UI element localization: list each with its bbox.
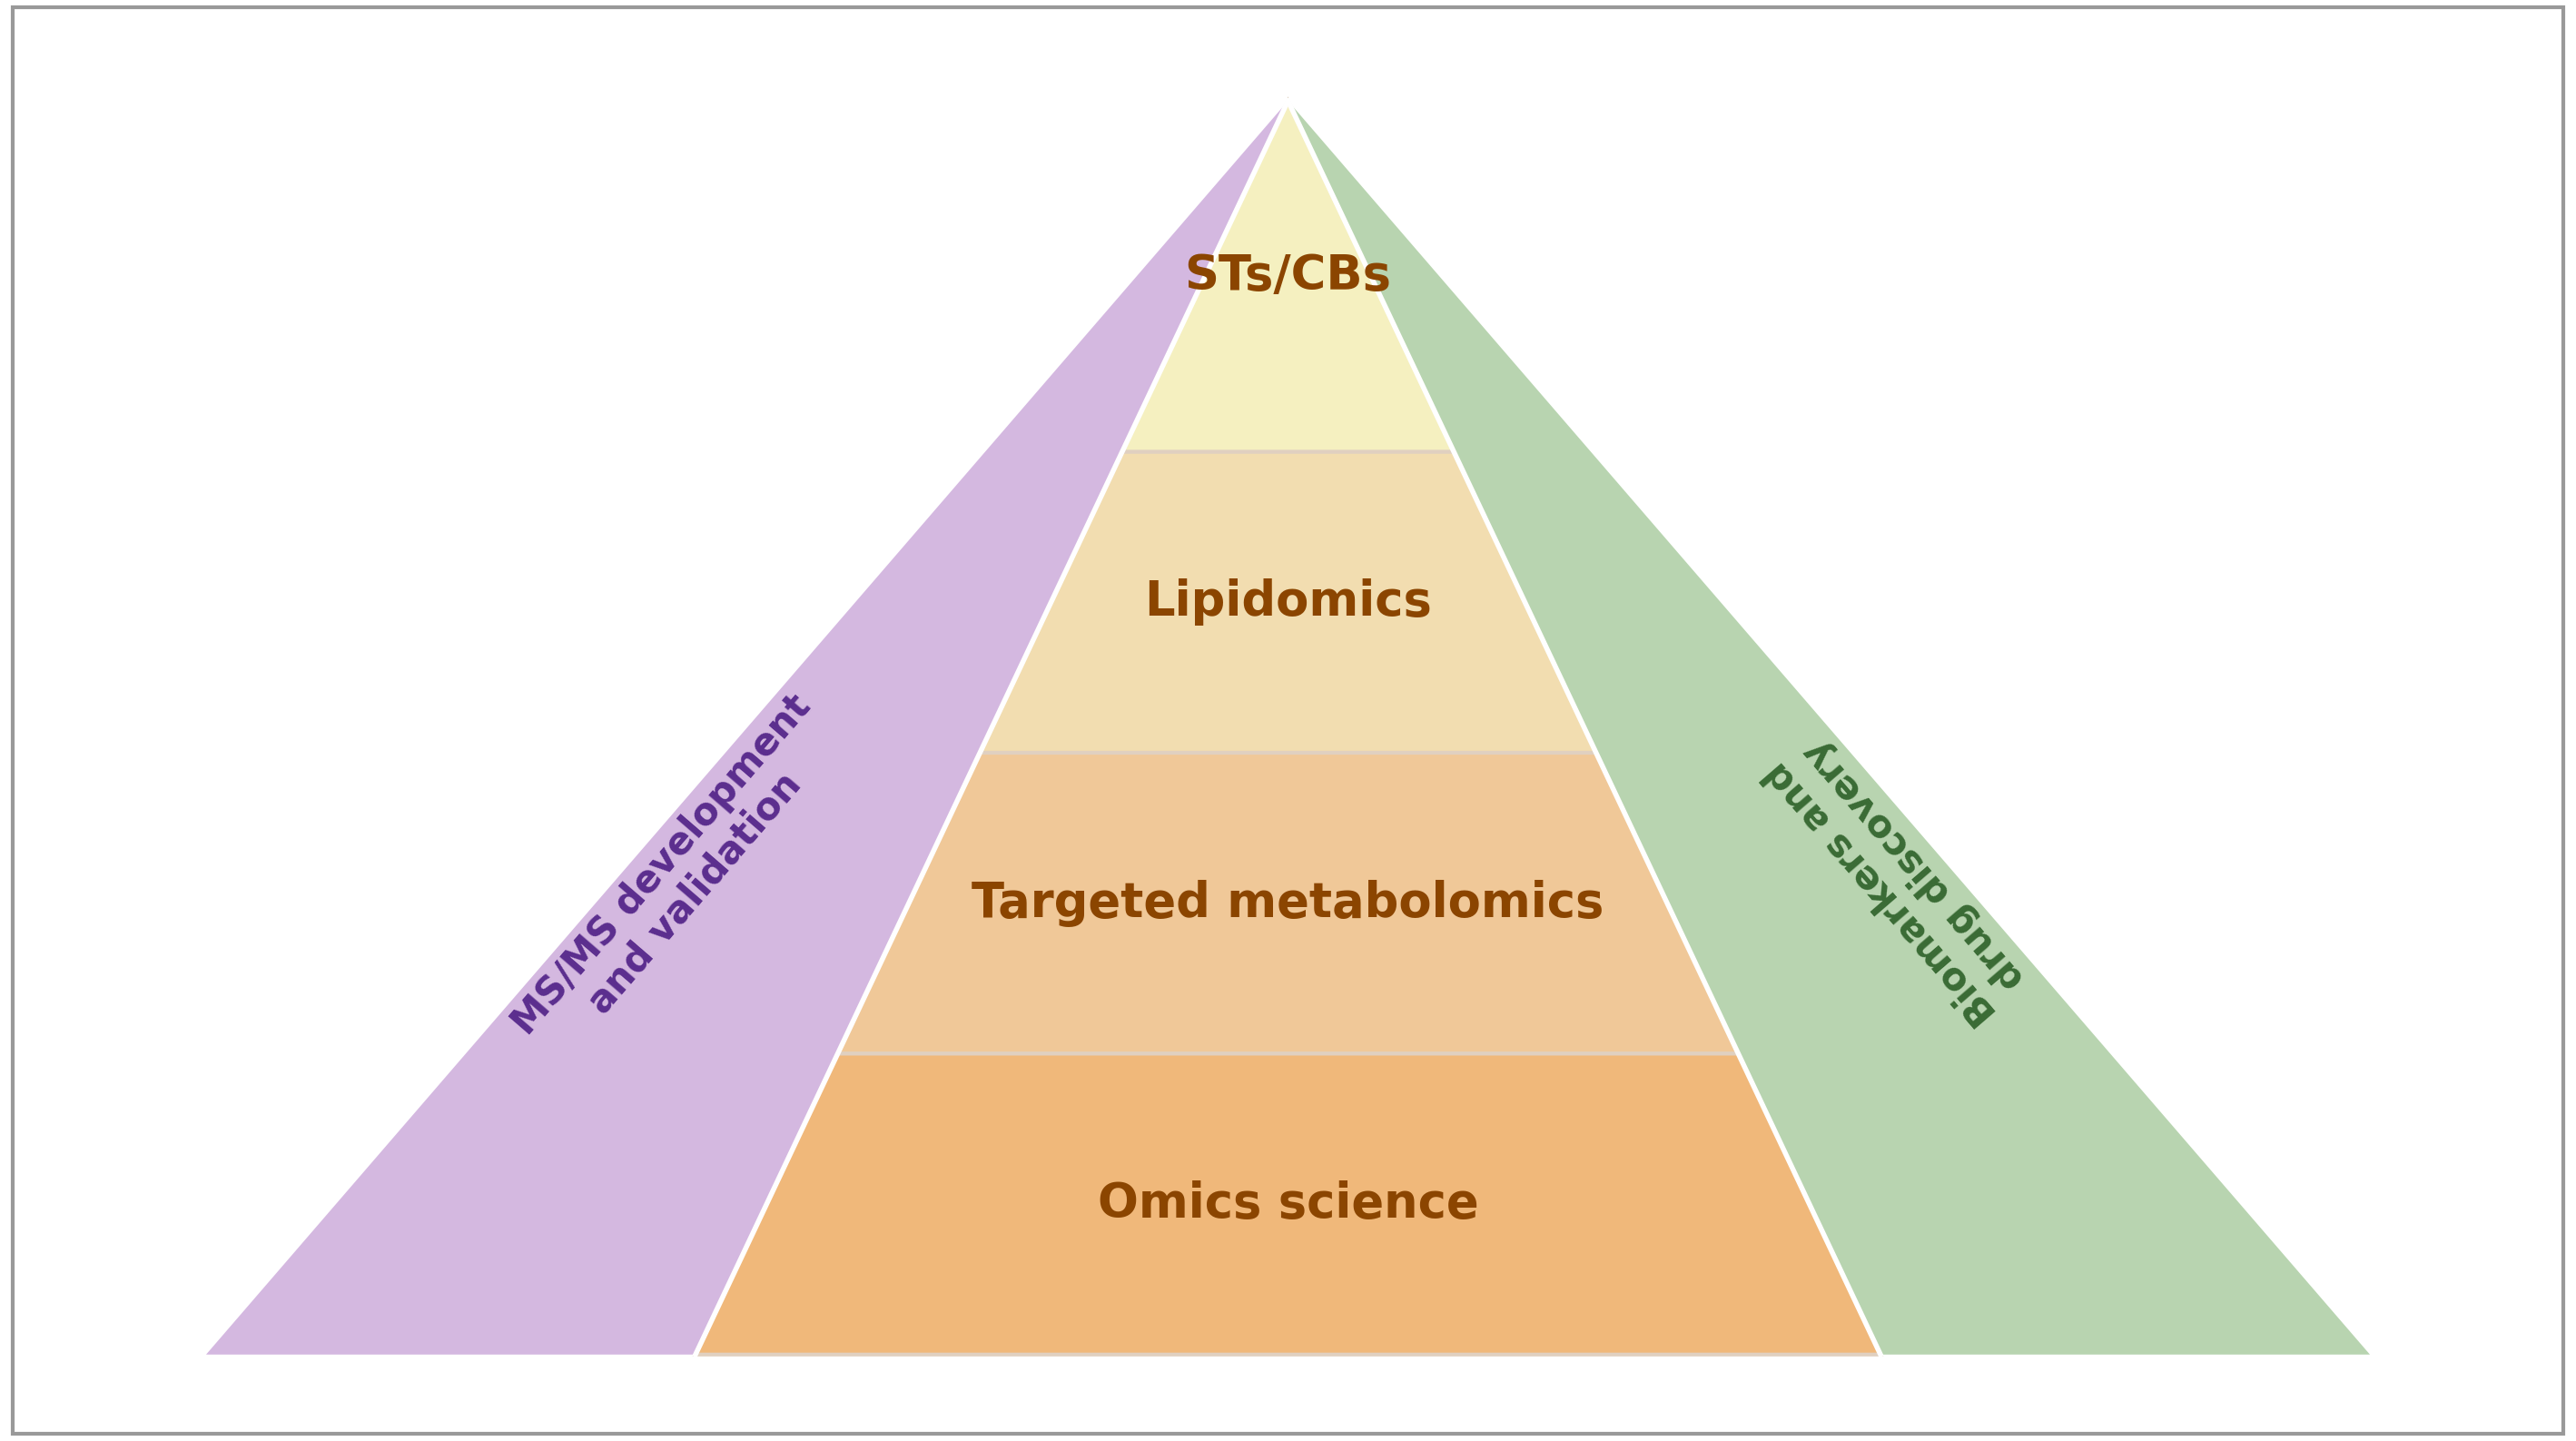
- Polygon shape: [1288, 101, 2370, 1355]
- Polygon shape: [206, 101, 1288, 1355]
- Polygon shape: [1123, 101, 1453, 452]
- Text: MS/MS development
and validation: MS/MS development and validation: [505, 687, 853, 1071]
- Text: Biomarkers and
drug discovery: Biomarkers and drug discovery: [1757, 725, 2038, 1033]
- Text: Lipidomics: Lipidomics: [1144, 579, 1432, 625]
- Polygon shape: [979, 452, 1597, 752]
- Text: Targeted metabolomics: Targeted metabolomics: [971, 879, 1605, 927]
- Polygon shape: [696, 1053, 1880, 1355]
- Text: Omics science: Omics science: [1097, 1180, 1479, 1228]
- Text: STs/CBs: STs/CBs: [1185, 252, 1391, 300]
- Polygon shape: [837, 752, 1739, 1053]
